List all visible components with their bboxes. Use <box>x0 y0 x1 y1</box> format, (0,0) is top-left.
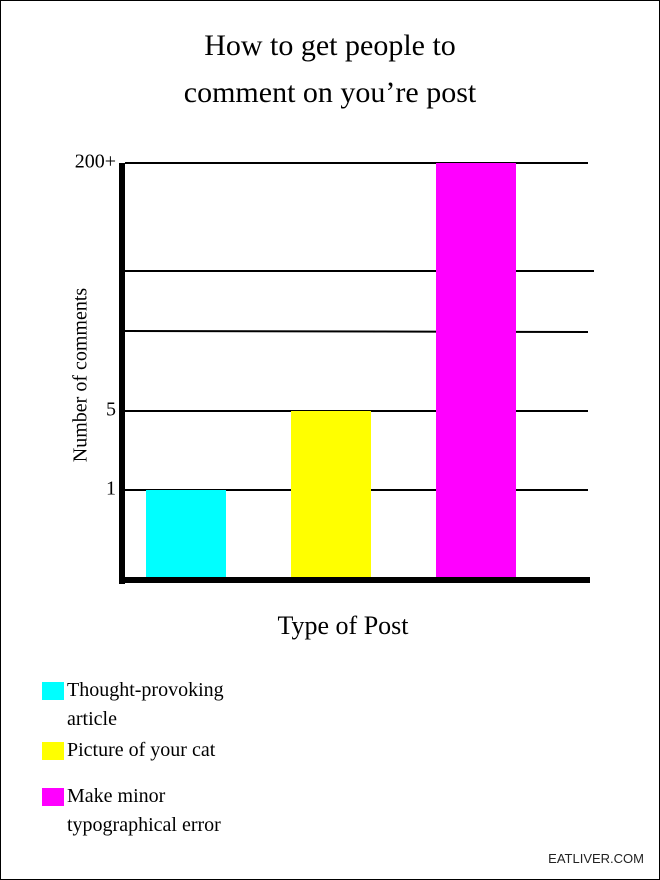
legend-label: Thought-provoking article <box>67 679 224 730</box>
y-axis-label: Number of comments <box>70 288 92 463</box>
y-tick-label: 5 <box>106 399 116 421</box>
bar <box>146 490 226 580</box>
bar <box>436 163 516 580</box>
legend-label: Picture of your cat <box>67 739 216 761</box>
legend-item: Thought-provoking article <box>42 676 257 734</box>
legend-label: Make minor typographical error <box>67 785 221 836</box>
chart-title: How to get people to <box>204 29 456 62</box>
y-tick-label: 1 <box>106 478 116 500</box>
unlabeled-grid-line <box>124 330 589 333</box>
legend-swatch <box>42 682 64 700</box>
legend-item: Make minor typographical error <box>42 782 257 840</box>
legend-swatch <box>42 742 64 760</box>
legend-swatch <box>42 788 64 806</box>
y-tick-label: 200+ <box>75 151 116 173</box>
chart-title: comment on you’re post <box>184 76 477 109</box>
credit: EATLIVER.COM <box>548 851 644 866</box>
bar <box>291 411 371 580</box>
x-axis-label: Type of Post <box>277 611 409 640</box>
legend-item: Picture of your cat <box>42 736 257 765</box>
